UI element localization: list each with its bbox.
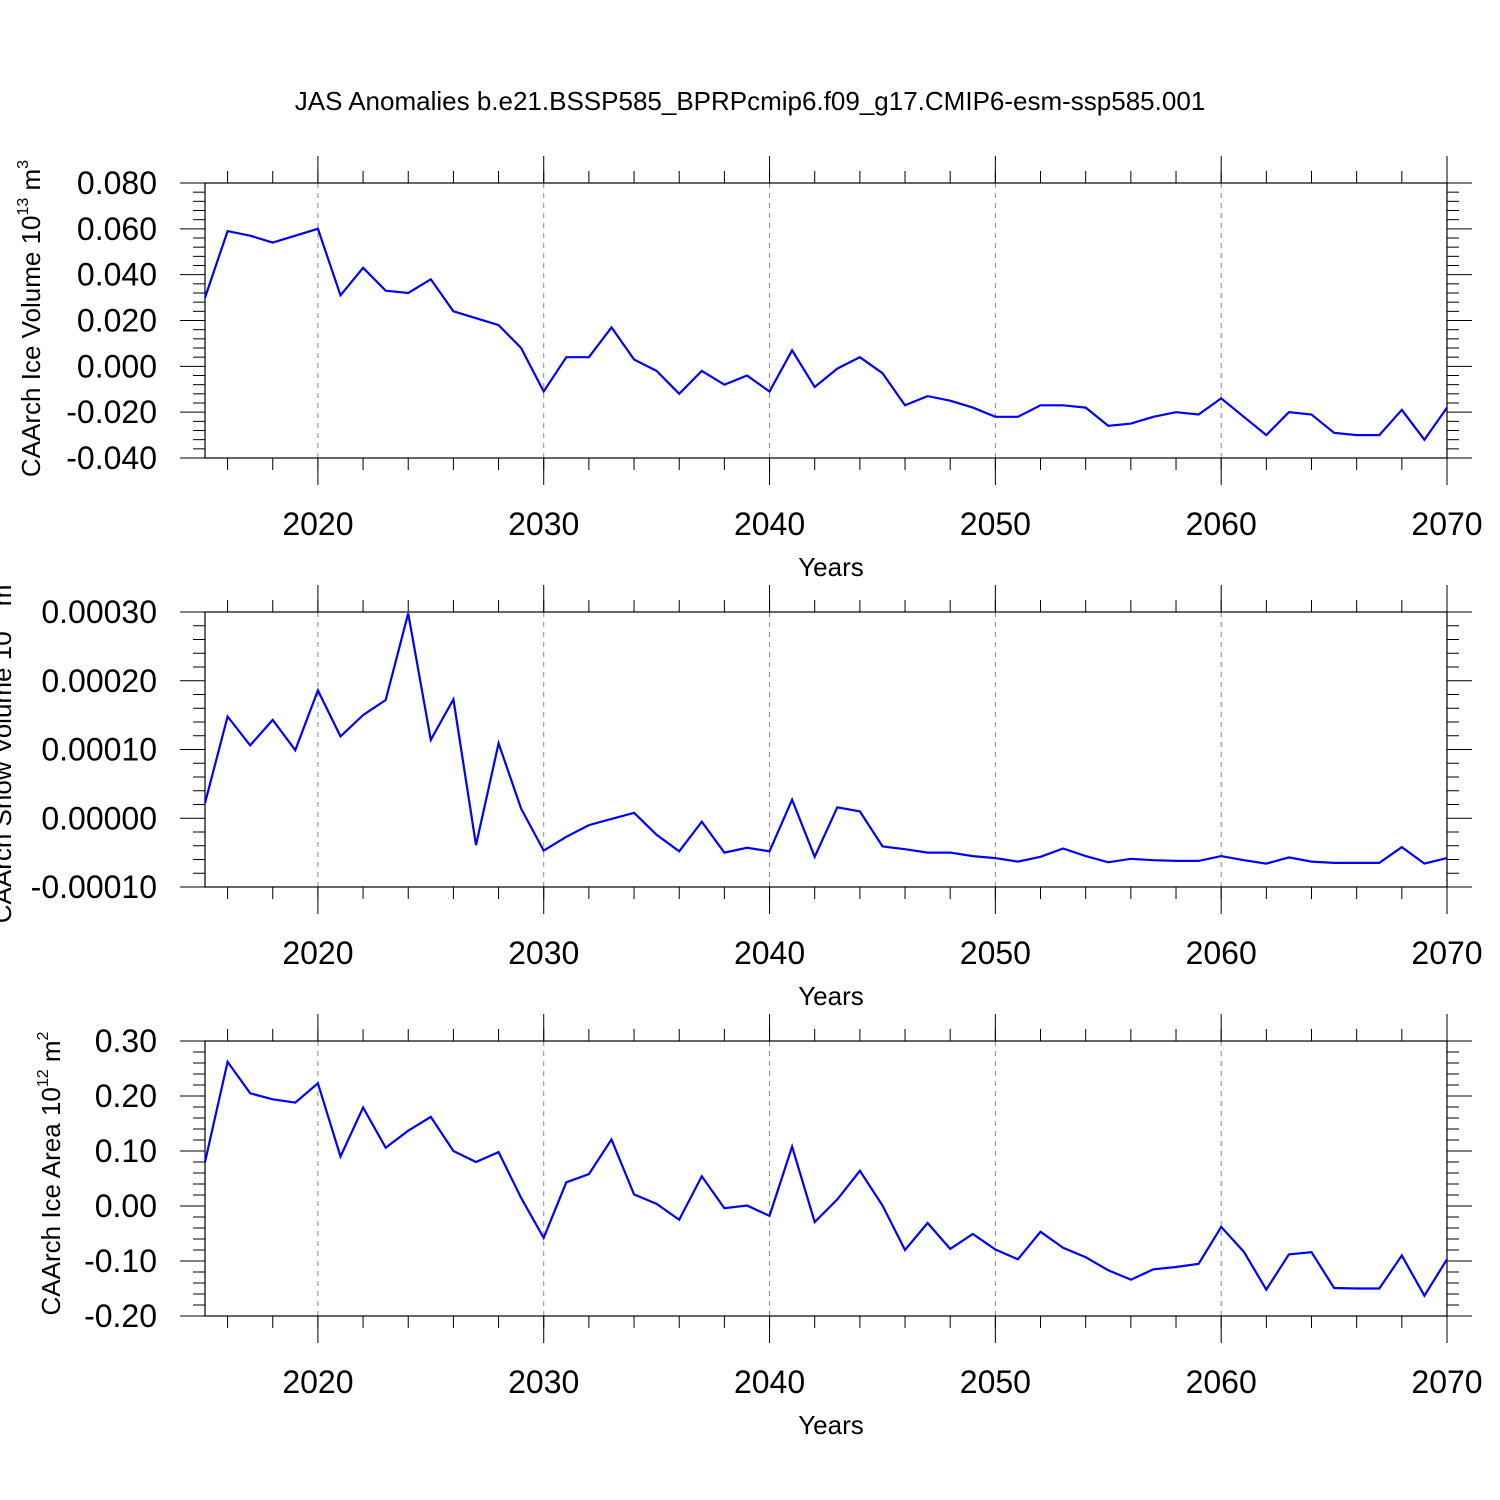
chart3-x-tick-label: 2050 xyxy=(960,1364,1031,1400)
chart3-plot-frame xyxy=(204,1040,1448,1317)
chart2-series-line xyxy=(203,613,1448,865)
chart1-x-tick-label: 2040 xyxy=(734,506,805,542)
chart1-y-tick-label: 0.000 xyxy=(77,348,157,384)
chart1-y-tick-label: 0.080 xyxy=(77,165,157,201)
chart1-x-tick-label: 2020 xyxy=(282,506,353,542)
chart2-x-tick-label: 2050 xyxy=(960,935,1031,971)
chart2-y-tick-label: 0.00010 xyxy=(41,732,157,768)
chart1-x-tick-label: 2070 xyxy=(1411,506,1482,542)
chart3-series-line xyxy=(203,1059,1448,1298)
chart2-y-axis-label: CAArch Snow Volume 1013 m3 xyxy=(0,576,17,924)
chart1-x-tick-label: 2030 xyxy=(508,506,579,542)
chart1-series-line xyxy=(203,227,1448,442)
chart3-y-tick-label: 0.20 xyxy=(95,1078,157,1114)
chart2-x-tick-label: 2020 xyxy=(282,935,353,971)
chart3-y-tick-label: 0.10 xyxy=(95,1133,157,1169)
chart3-y-tick-label: 0.30 xyxy=(95,1023,157,1059)
chart1-y-tick-label: -0.040 xyxy=(66,440,157,476)
chart3-x-tick-label: 2070 xyxy=(1411,1364,1482,1400)
chart1-x-tick-label: 2050 xyxy=(960,506,1031,542)
chart1-plot-frame xyxy=(204,182,1448,459)
chart3-y-tick-label: 0.00 xyxy=(95,1188,157,1224)
chart3-x-tick-label: 2040 xyxy=(734,1364,805,1400)
chart3-y-tick-label: -0.10 xyxy=(84,1243,157,1279)
chart3-x-tick-label: 2020 xyxy=(282,1364,353,1400)
chart2-y-tick-label: 0.00020 xyxy=(41,663,157,699)
chart1-y-tick-label: 0.020 xyxy=(77,303,157,339)
chart1-y-tick-label: -0.020 xyxy=(66,394,157,430)
chart2-x-axis-label: Years xyxy=(798,981,864,1011)
chart1-x-axis-label: Years xyxy=(798,552,864,582)
chart2-y-tick-label: 0.00000 xyxy=(41,800,157,836)
chart3-x-tick-label: 2030 xyxy=(508,1364,579,1400)
chart1-y-tick-label: 0.060 xyxy=(77,211,157,247)
chart3-y-axis-label: CAArch Ice Area 1012 m2 xyxy=(35,1031,66,1315)
chart3-x-tick-label: 2060 xyxy=(1186,1364,1257,1400)
chart2-plot-frame xyxy=(204,611,1448,888)
chart3-x-axis-label: Years xyxy=(798,1410,864,1440)
chart2-x-tick-label: 2070 xyxy=(1411,935,1482,971)
chart3-y-tick-label: -0.20 xyxy=(84,1298,157,1334)
chart2-y-tick-label: 0.00030 xyxy=(41,594,157,630)
chart2-y-tick-label: -0.00010 xyxy=(31,869,157,905)
chart2-x-tick-label: 2030 xyxy=(508,935,579,971)
chart2-x-tick-label: 2040 xyxy=(734,935,805,971)
chart1-y-tick-label: 0.040 xyxy=(77,257,157,293)
figure-title: JAS Anomalies b.e21.BSSP585_BPRPcmip6.f0… xyxy=(295,86,1206,116)
chart2-x-tick-label: 2060 xyxy=(1186,935,1257,971)
chart1-y-axis-label: CAArch Ice Volume 1013 m3 xyxy=(15,160,46,477)
chart1-x-tick-label: 2060 xyxy=(1186,506,1257,542)
